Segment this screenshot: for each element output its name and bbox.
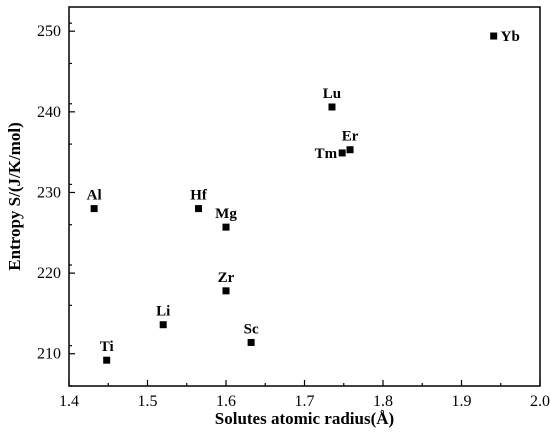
x-tick-label: 1.9 [452, 393, 472, 410]
data-point-label: Zr [218, 270, 235, 286]
data-point-label: Ti [100, 339, 114, 355]
data-point-label: Er [342, 129, 359, 145]
x-axis-ticks: 1.4 1.5 1.6 1.7 1.8 1.9 2.0 [59, 380, 550, 410]
x-tick-label: 1.6 [216, 393, 236, 410]
data-point-marker [195, 205, 203, 213]
x-tick-label: 1.5 [138, 393, 158, 410]
data-point-marker [328, 103, 336, 111]
data-point-label: Lu [323, 86, 341, 102]
y-axis-title: Entropy S/(J/K/mol) [5, 122, 24, 270]
data-point-label: Li [156, 304, 170, 320]
data-point-marker [338, 149, 346, 157]
data-point-label: Tm [315, 146, 338, 162]
y-tick-label: 250 [37, 23, 61, 40]
data-point-marker [490, 32, 498, 40]
x-tick-label: 1.4 [59, 393, 79, 410]
data-point-label: Al [87, 188, 102, 204]
data-point-label: Hf [190, 188, 208, 204]
data-point-marker [90, 205, 98, 213]
x-tick-label: 1.7 [295, 393, 315, 410]
data-point-label: Mg [215, 206, 237, 222]
plot-frame [68, 6, 541, 387]
data-point-marker [222, 223, 230, 231]
x-tick-label: 1.8 [373, 393, 393, 410]
y-tick-label: 220 [37, 265, 61, 282]
x-axis-title: Solutes atomic radius(Å) [215, 409, 394, 428]
data-point-label: Yb [501, 29, 520, 45]
y-tick-label: 230 [37, 184, 61, 201]
x-tick-label: 2.0 [530, 393, 550, 410]
data-point-marker [222, 287, 230, 295]
y-tick-label: 210 [37, 346, 61, 363]
data-point-marker [159, 321, 167, 329]
y-tick-label: 240 [37, 104, 61, 121]
y-axis-ticks: 210 220 230 240 250 [37, 22, 75, 387]
data-point-marker [346, 146, 354, 154]
data-point-marker [103, 356, 111, 364]
data-point-marker [247, 338, 255, 346]
data-point-label: Sc [244, 321, 259, 337]
